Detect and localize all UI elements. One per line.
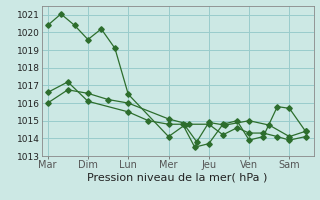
X-axis label: Pression niveau de la mer( hPa ): Pression niveau de la mer( hPa ) [87, 173, 268, 183]
